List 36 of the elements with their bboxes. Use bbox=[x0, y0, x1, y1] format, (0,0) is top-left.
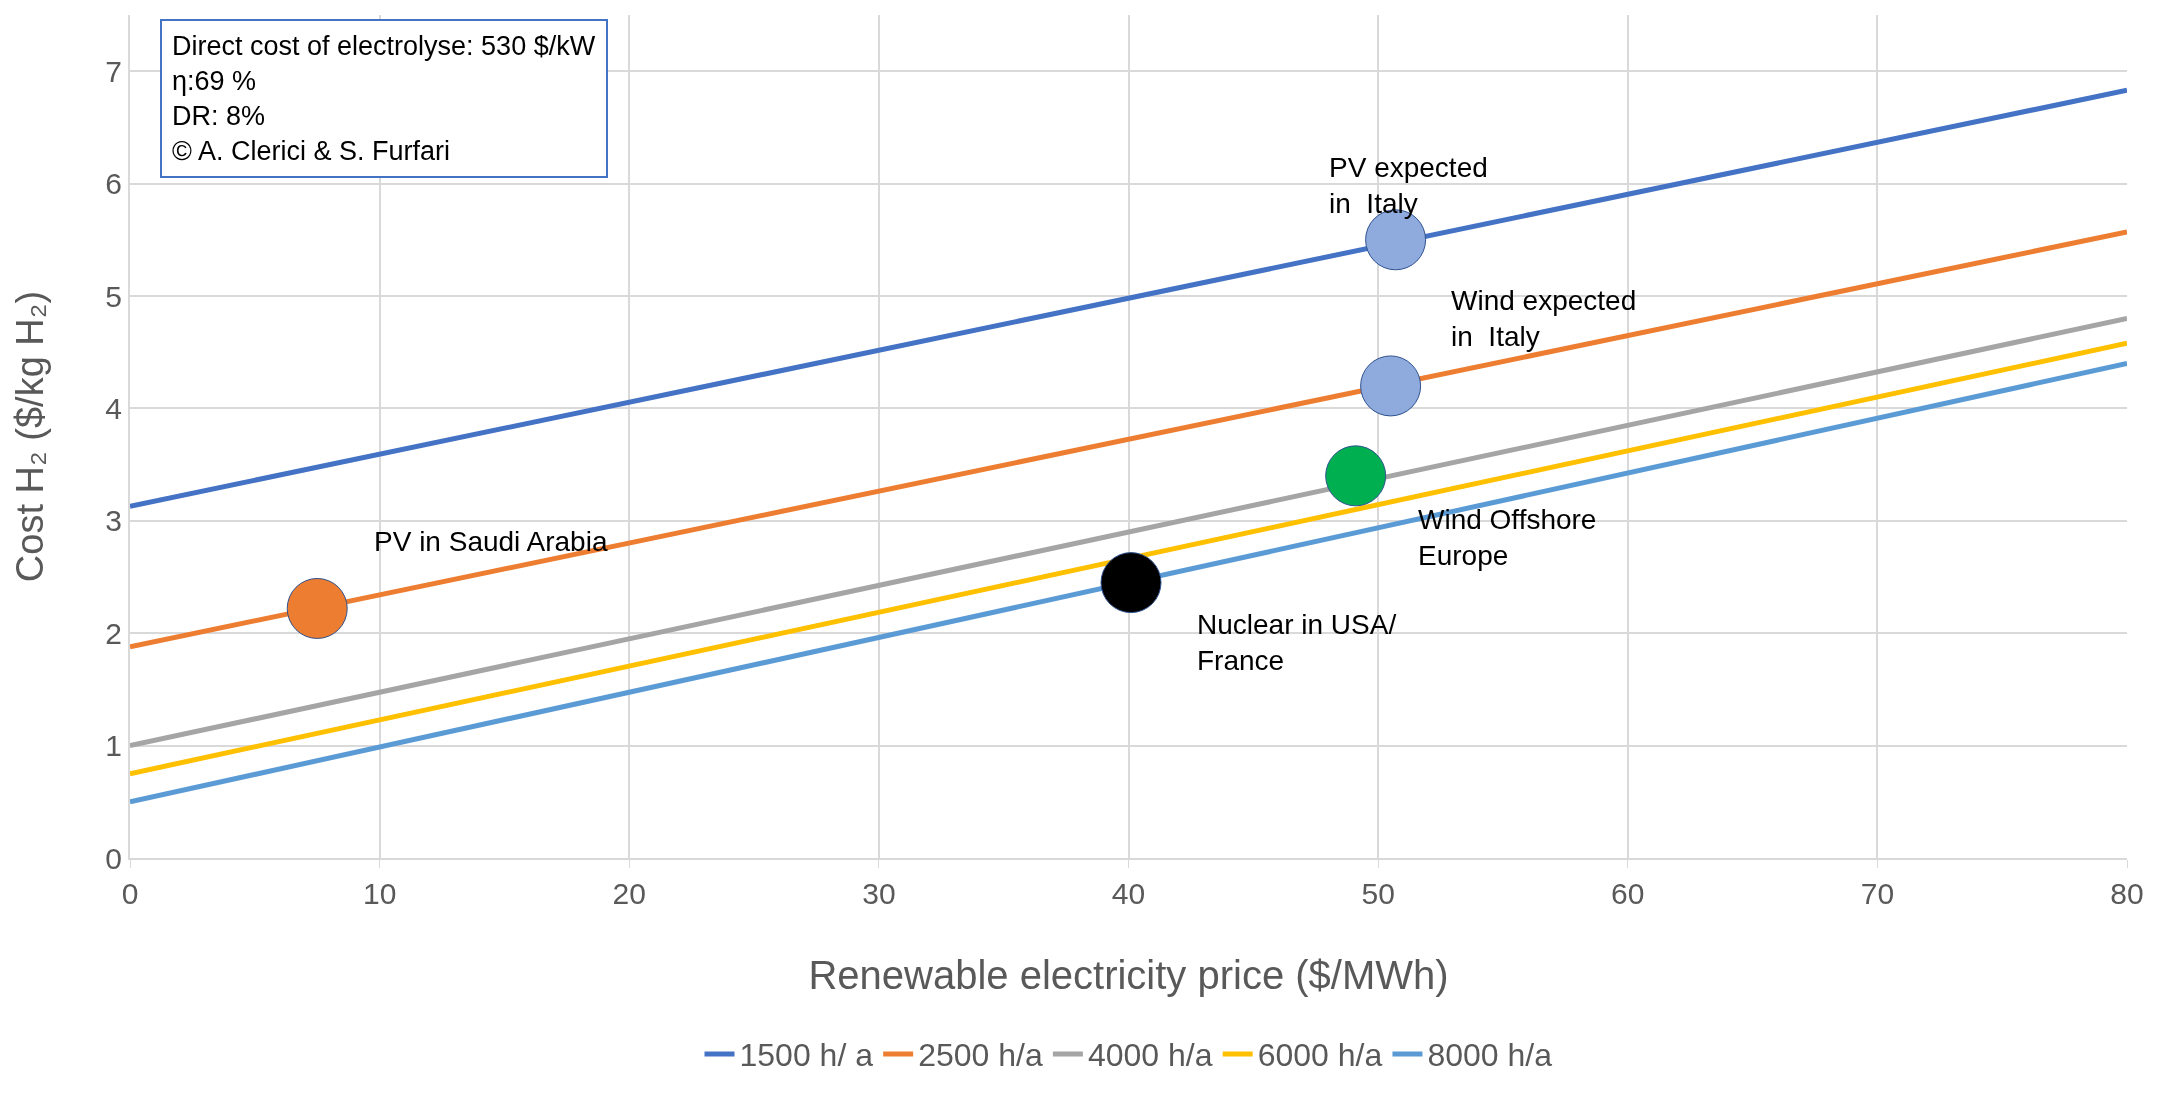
annotation: DR: 8% bbox=[172, 101, 266, 132]
x-tick-label: 20 bbox=[612, 877, 646, 910]
legend-label: 2500 h/a bbox=[918, 1037, 1043, 1074]
annotation: Nuclear in USA/ France bbox=[1197, 609, 1397, 677]
x-tick-label: 80 bbox=[2110, 877, 2144, 910]
x-tick-label: 40 bbox=[1111, 877, 1146, 910]
y-axis-title: Cost H₂ ($/kg H₂) bbox=[9, 290, 51, 583]
y-tick-label: 1 bbox=[105, 729, 122, 763]
x-axis-title: Renewable electricity price ($/MWh) bbox=[808, 953, 1449, 997]
x-tick-label: 10 bbox=[362, 877, 397, 910]
annotation: © A. Clerici & S. Furfari bbox=[172, 136, 450, 167]
legend-label: 1500 h/ a bbox=[739, 1037, 874, 1074]
x-tick-label: 30 bbox=[862, 877, 896, 910]
annotation: PV in Saudi Arabia bbox=[374, 526, 608, 557]
x-tick-label: 70 bbox=[1860, 877, 1895, 910]
annotation: Direct cost of electrolyse: 530 $/kW bbox=[172, 31, 596, 61]
y-tick-label: 5 bbox=[105, 279, 122, 313]
legend-label: 4000 h/a bbox=[1087, 1037, 1213, 1074]
y-tick-label: 2 bbox=[105, 616, 122, 650]
x-tick-label: 50 bbox=[1361, 877, 1395, 910]
point bbox=[1100, 552, 1162, 614]
y-tick-label: 3 bbox=[105, 504, 122, 538]
x-tick-label: 60 bbox=[1611, 877, 1645, 910]
annotation: Wind expected in Italy bbox=[1451, 285, 1637, 353]
annotation: η:69 % bbox=[172, 66, 257, 97]
legend-label: 8000 h/a bbox=[1427, 1037, 1553, 1074]
y-tick-label: 7 bbox=[105, 54, 122, 88]
y-tick-label: 4 bbox=[105, 391, 122, 425]
y-tick-label: 0 bbox=[105, 841, 122, 875]
point bbox=[1325, 445, 1387, 507]
annotation: Wind Offshore Europe bbox=[1418, 504, 1597, 572]
point bbox=[1360, 355, 1422, 417]
y-tick-label: 6 bbox=[105, 167, 122, 201]
point bbox=[286, 577, 348, 639]
legend-label: 6000 h/a bbox=[1257, 1037, 1383, 1074]
annotation: PV expected in Italy bbox=[1329, 152, 1488, 220]
